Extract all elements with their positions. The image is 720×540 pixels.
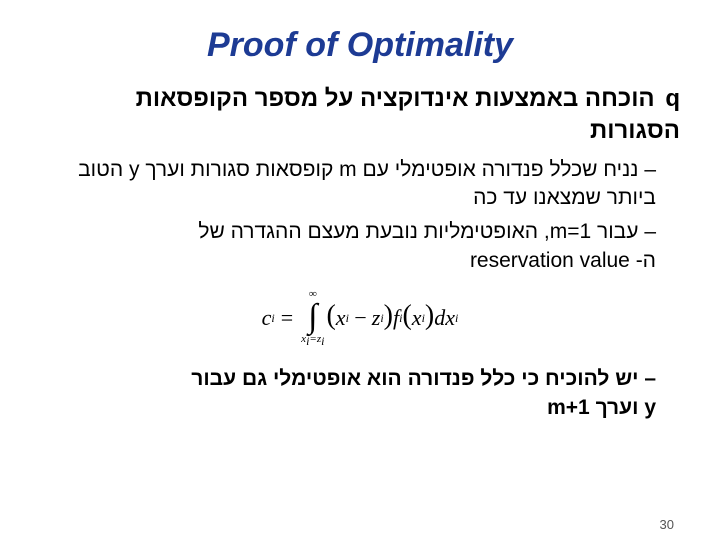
slide-title: Proof of Optimality [0,26,720,65]
sub-bullet-1-text: נניח שכלל פנדורה אופטימלי עם m קופסאות ס… [78,158,656,209]
dash-marker: – [644,158,656,181]
formula-dx-sub: i [455,311,458,326]
rparen-icon: ) [384,300,393,332]
formula-lhs-var: c [262,305,272,331]
sub-bullet-3-text-a: יש להוכיח כי כלל פנדורה הוא אופטימלי גם … [191,367,638,390]
formula-x: x [336,305,346,331]
minus-sign: − [353,305,368,331]
integral-block: ∞ ∫ xi=zi [301,289,324,347]
rparen2-icon: ) [425,300,434,332]
formula-z: z [372,305,381,331]
formula-dx: dx [434,305,455,331]
integral-symbol: ∫ [308,300,317,334]
bullet-main: q הוכחה באמצעות אינדוקציה על מספר הקופסא… [40,83,680,148]
integral-lower: xi=zi [301,334,324,347]
sub-bullet-1: – נניח שכלל פנדורה אופטימלי עם m קופסאות… [40,156,680,213]
sub-bullet-2-text-b: ה- reservation value [470,249,656,272]
lparen-icon: ( [326,300,335,332]
page-number: 30 [660,517,674,532]
slide: Proof of Optimality q הוכחה באמצעות אינד… [0,26,720,540]
formula: ci = ∞ ∫ xi=zi ( xi − zi ) fi ( xi ) dxi [40,289,680,347]
bullet-main-text: הוכחה באמצעות אינדוקציה על מספר הקופסאות… [136,85,680,144]
bullet-marker: q [665,85,680,112]
sub-bullet-2: – עבור m=1, האופטימליות נובעת מעצם ההגדר… [40,218,680,275]
lparen2-icon: ( [402,300,411,332]
dash-marker: – [644,220,656,243]
sub-bullet-2-text-a: עבור m=1, האופטימליות נובעת מעצם ההגדרה … [198,220,638,243]
sub-bullet-3-text-b: m+1 וערך y [547,396,656,419]
formula-x-sub: i [346,311,349,326]
equals-sign: = [281,305,293,331]
formula-inline: ci = ∞ ∫ xi=zi ( xi − zi ) fi ( xi ) dxi [262,289,459,347]
dash-marker: – [644,367,656,390]
content-area: q הוכחה באמצעות אינדוקציה על מספר הקופסא… [0,83,720,422]
sub-bullet-3: – יש להוכיח כי כלל פנדורה הוא אופטימלי ג… [40,365,680,422]
formula-x2: x [412,305,422,331]
formula-lhs-sub: i [271,311,274,326]
